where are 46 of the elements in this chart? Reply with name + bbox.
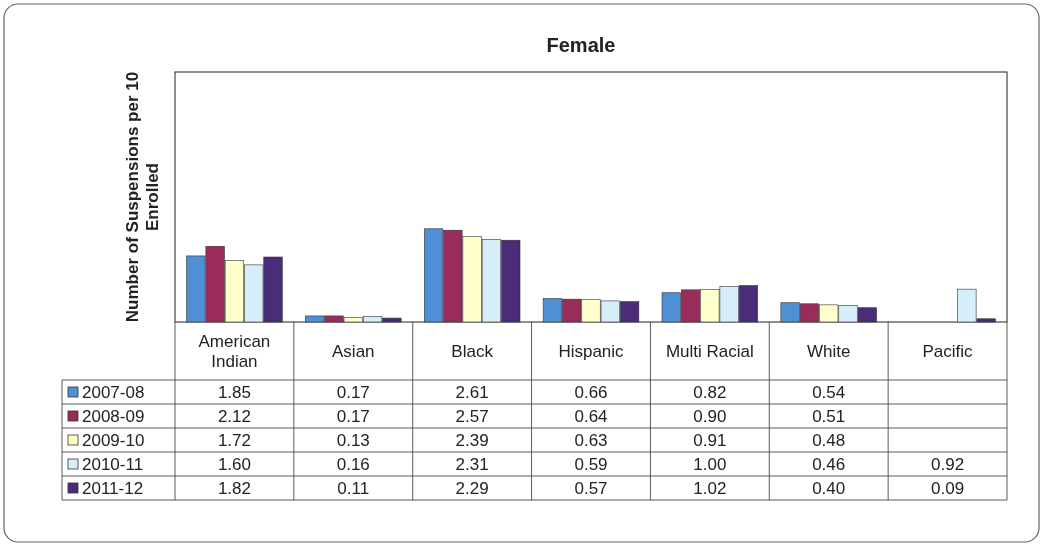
data-label: 0.51 (812, 407, 846, 426)
y-axis-title: Number of Suspensions per 10 Enrolled (123, 71, 162, 323)
data-label: 0.48 (812, 431, 846, 450)
x-tick-label: Asian (332, 342, 375, 361)
data-label: 0.66 (574, 383, 608, 402)
data-label: 0.64 (574, 407, 608, 426)
x-tick-label: Multi Racial (665, 342, 754, 361)
legend-label: 2008-09 (82, 407, 145, 426)
data-label: 0.90 (693, 407, 727, 426)
data-label: 0.13 (336, 431, 370, 450)
data-label: 0.54 (812, 383, 846, 402)
data-label: 2.31 (455, 455, 489, 474)
data-label: 1.72 (217, 431, 251, 450)
x-tick-label: American Indian (198, 332, 271, 371)
data-label: 2.57 (455, 407, 489, 426)
data-label: 1.60 (217, 455, 251, 474)
x-tick-label: White (806, 342, 851, 361)
data-label: 1.00 (693, 455, 727, 474)
chart-title: Female (546, 34, 616, 56)
data-label: 0.17 (336, 383, 370, 402)
data-label: 1.02 (693, 479, 727, 498)
legend-label: 2011-12 (82, 479, 144, 498)
data-label: 0.63 (574, 431, 608, 450)
data-label: 1.85 (217, 383, 251, 402)
data-label: 0.40 (812, 479, 846, 498)
data-label: 2.61 (455, 383, 489, 402)
data-label: 0.59 (574, 455, 608, 474)
legend-label: 2009-10 (82, 431, 145, 450)
data-label: 0.17 (336, 407, 370, 426)
data-label: 0.11 (337, 479, 370, 498)
x-tick-label: Pacific (922, 342, 974, 361)
legend-label: 2007-08 (82, 383, 145, 402)
data-label: 0.82 (693, 383, 727, 402)
data-label: 0.92 (931, 455, 965, 474)
x-tick-label: Hispanic (558, 342, 625, 361)
data-label: 0.46 (812, 455, 846, 474)
data-label: 0.57 (574, 479, 608, 498)
legend-label: 2010-11 (82, 455, 144, 474)
data-label: 2.39 (455, 431, 489, 450)
x-tick-label: Black (451, 342, 494, 361)
data-label: 0.16 (336, 455, 370, 474)
data-label: 0.09 (931, 479, 965, 498)
data-label: 1.82 (217, 479, 251, 498)
data-label: 0.91 (693, 431, 727, 450)
data-label: 2.12 (217, 407, 251, 426)
data-label: 2.29 (455, 479, 489, 498)
